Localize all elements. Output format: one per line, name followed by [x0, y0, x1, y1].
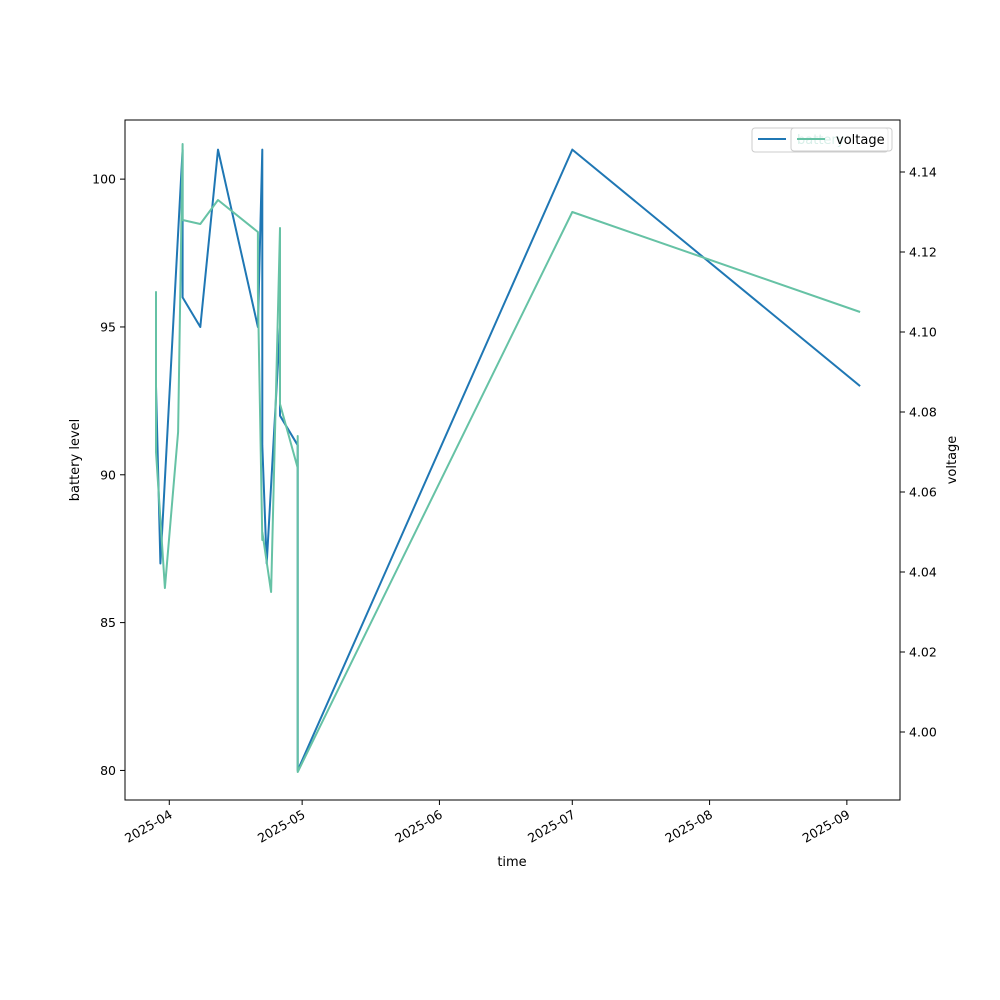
- left-y-tick-label: 80: [100, 763, 116, 778]
- right-y-tick-label: 4.08: [909, 405, 937, 420]
- right-y-tick-label: 4.02: [909, 645, 937, 660]
- right-y-tick-label: 4.00: [909, 725, 937, 740]
- x-tick-label: 2025-09: [800, 807, 853, 846]
- right-y-tick-label: 4.04: [909, 565, 937, 580]
- legend-voltage: voltage: [790, 127, 893, 152]
- right-y-tick-label: 4.06: [909, 485, 937, 500]
- legend-voltage-label: voltage: [836, 133, 885, 148]
- left-y-tick-label: 100: [92, 172, 116, 187]
- series-line-voltage: [155, 143, 861, 773]
- left-y-tick-label: 95: [100, 319, 116, 334]
- x-tick-label: 2025-08: [662, 807, 715, 846]
- plot-area: [125, 120, 900, 800]
- right-y-tick-label: 4.10: [909, 325, 937, 340]
- x-tick-label: 2025-07: [525, 807, 578, 846]
- left-y-axis-label: battery level: [68, 419, 83, 502]
- right-y-tick-label: 4.12: [909, 245, 937, 260]
- x-tick-label: 2025-06: [392, 807, 445, 846]
- x-axis: 2025-04 2025-05 2025-06 2025-07 2025-08 2025-…: [122, 800, 852, 846]
- legend-voltage-box: [790, 127, 893, 152]
- left-y-tick-label: 90: [100, 467, 116, 482]
- right-y-axis: 4.00 4.02 4.04 4.06 4.08 4.10 4.12 4.14: [900, 165, 937, 740]
- x-tick-label: 2025-05: [255, 807, 308, 846]
- left-y-axis: 80 85 90 95 100: [92, 172, 125, 778]
- left-y-tick-label: 85: [100, 615, 116, 630]
- x-tick-label: 2025-04: [122, 807, 175, 846]
- plot-frame: [124, 119, 901, 801]
- x-axis-label: time: [497, 855, 526, 870]
- series-layer: [155, 143, 861, 773]
- right-y-tick-label: 4.14: [909, 165, 937, 180]
- right-y-axis-label: voltage: [945, 436, 960, 485]
